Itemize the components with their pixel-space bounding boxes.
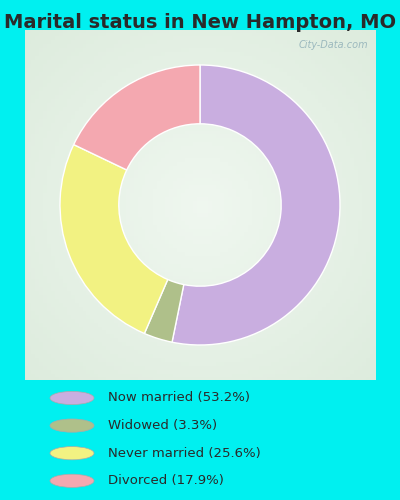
Circle shape <box>50 446 94 460</box>
Wedge shape <box>60 144 168 334</box>
Wedge shape <box>144 280 184 342</box>
Circle shape <box>50 419 94 432</box>
Text: Now married (53.2%): Now married (53.2%) <box>108 392 250 404</box>
Wedge shape <box>74 65 200 170</box>
Circle shape <box>50 474 94 488</box>
Text: Widowed (3.3%): Widowed (3.3%) <box>108 419 217 432</box>
Text: Divorced (17.9%): Divorced (17.9%) <box>108 474 224 488</box>
Wedge shape <box>172 65 340 345</box>
Circle shape <box>50 392 94 404</box>
Text: City-Data.com: City-Data.com <box>298 40 368 50</box>
Text: Never married (25.6%): Never married (25.6%) <box>108 446 261 460</box>
Text: Marital status in New Hampton, MO: Marital status in New Hampton, MO <box>4 12 396 32</box>
